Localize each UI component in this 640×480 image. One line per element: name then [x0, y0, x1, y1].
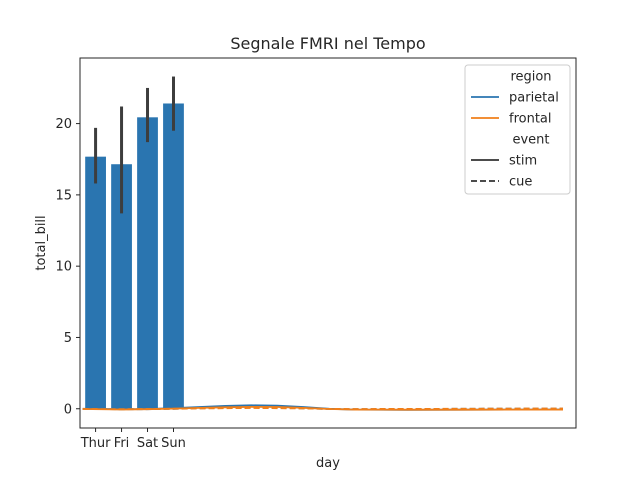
legend: region parietal frontal event stim cue	[464, 64, 571, 195]
x-tick-label-fri: Fri	[114, 436, 130, 451]
legend-label-cue: cue	[509, 175, 532, 190]
x-axis-label: day	[316, 456, 340, 471]
axes-frame	[79, 57, 577, 429]
y-axis: 0 5 10 15 20	[55, 117, 80, 417]
legend-header-region: region	[510, 70, 551, 85]
legend-label-stim: stim	[509, 154, 537, 169]
y-tick-label-15: 15	[55, 188, 72, 203]
y-tick-label-20: 20	[55, 117, 72, 132]
line-frontal-cue	[82, 407, 564, 411]
legend-label-frontal: frontal	[509, 112, 552, 127]
y-tick-label-10: 10	[55, 260, 72, 275]
y-tick-label-0: 0	[64, 402, 72, 417]
bar-fri	[111, 164, 132, 409]
y-tick-label-5: 5	[64, 331, 72, 346]
bar-thur	[85, 156, 106, 409]
legend-label-parietal: parietal	[509, 91, 559, 106]
x-tick-label-sun: Sun	[161, 436, 186, 451]
bar-sat	[137, 117, 158, 409]
bar-sun	[163, 103, 184, 409]
x-tick-label-sat: Sat	[137, 436, 158, 451]
legend-header-event: event	[512, 133, 549, 148]
x-axis: Thur Fri Sat Sun	[80, 428, 186, 451]
chart-title: Segnale FMRI nel Tempo	[230, 34, 425, 53]
y-axis-label: total_bill	[34, 215, 49, 270]
x-tick-label-thur: Thur	[80, 436, 111, 451]
plot-area	[82, 76, 564, 411]
